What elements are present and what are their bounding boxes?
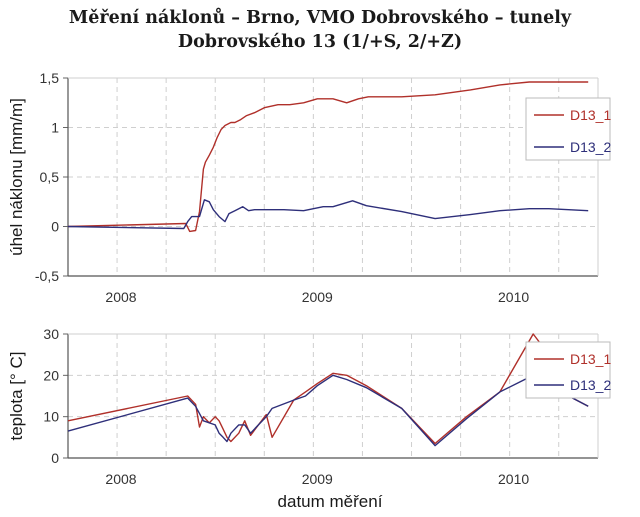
panel-1-y-tick-label: 1,5 bbox=[40, 70, 60, 86]
x-axis-title: datum měření bbox=[278, 492, 383, 511]
panel-1-series-line-d13_2 bbox=[67, 199, 589, 230]
panel-1-x-tick-label: 2009 bbox=[302, 289, 333, 305]
panel-2-legend-label-d13_2: D13_2 bbox=[570, 377, 611, 393]
chart-title: Měření náklonů – Brno, VMO Dobrovského –… bbox=[0, 6, 640, 54]
chart-title-line-1: Měření náklonů – Brno, VMO Dobrovského –… bbox=[68, 8, 572, 28]
panel-2-x-tick-label: 2010 bbox=[498, 471, 529, 487]
panel-2-x-tick-label: 2009 bbox=[302, 471, 333, 487]
panel-2-x-tick-label: 2008 bbox=[105, 471, 136, 487]
panel-1-legend-box bbox=[525, 97, 611, 161]
panel-2-y-axis-title: teplota [° C] bbox=[7, 351, 26, 440]
panel-2-y-tick-label: 20 bbox=[43, 367, 59, 383]
panel-1-y-axis-title: úhel náklonu [mm/m] bbox=[7, 98, 26, 256]
panel-1-legend-label-d13_2: D13_2 bbox=[570, 139, 611, 155]
panel-1-series-line-d13_1 bbox=[67, 81, 589, 233]
panel-1-y-tick-label: -0,5 bbox=[35, 268, 59, 284]
chart-title-line-2: Dobrovského 13 (1/+S, 2/+Z) bbox=[177, 32, 463, 52]
panel-1-x-tick-label: 2010 bbox=[498, 289, 529, 305]
panel-1-legend-label-d13_1: D13_1 bbox=[570, 107, 611, 123]
panel-2-series-line-d13_2 bbox=[67, 374, 589, 447]
panel-1-x-tick-label: 2008 bbox=[105, 289, 136, 305]
panel-1-y-tick-label: 0 bbox=[51, 219, 59, 235]
panel-2-y-tick-label: 0 bbox=[51, 450, 59, 466]
panel-2-legend-label-d13_1: D13_1 bbox=[570, 351, 611, 367]
panel-1-y-tick-label: 1 bbox=[51, 120, 59, 136]
panel-1-y-tick-label: 0,5 bbox=[40, 169, 60, 185]
panel-2-legend-box bbox=[525, 341, 611, 399]
panel-2-y-tick-label: 10 bbox=[43, 409, 59, 425]
panel-2-y-tick-label: 30 bbox=[43, 326, 59, 342]
panel-2-series-line-d13_1 bbox=[67, 333, 589, 445]
